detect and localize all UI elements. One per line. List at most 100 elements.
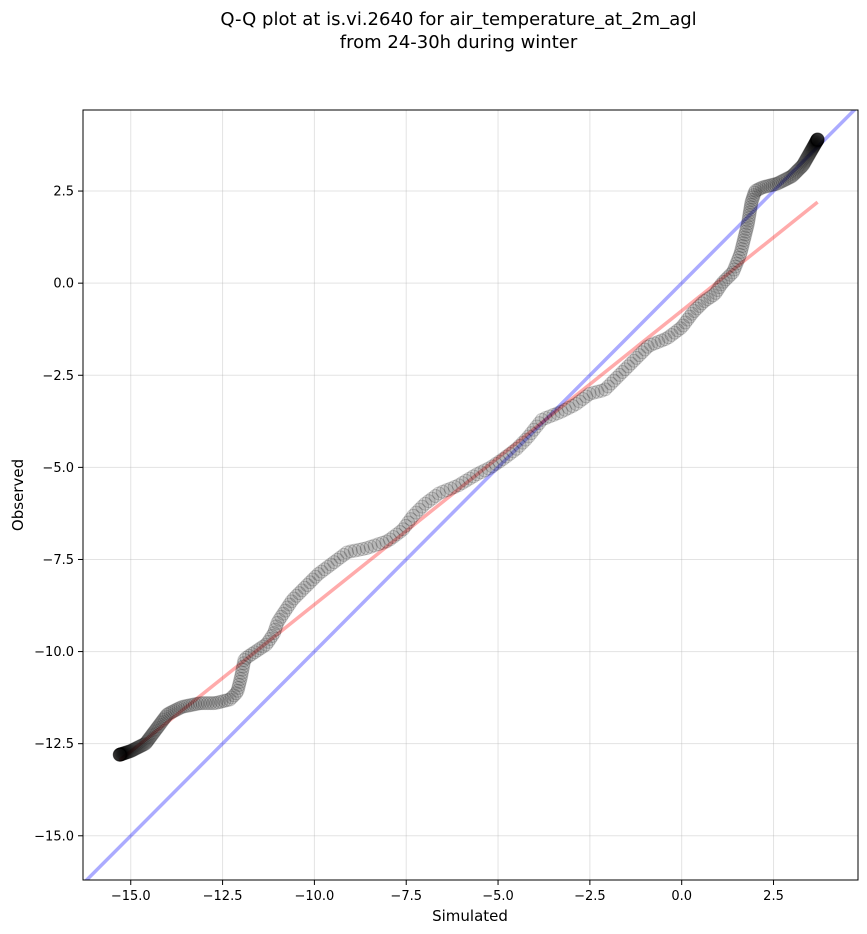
qq-point — [700, 292, 715, 307]
qq-point — [409, 505, 424, 520]
qq-point — [692, 298, 707, 313]
x-tick-label: −10.0 — [294, 889, 334, 904]
qq-point — [799, 152, 814, 167]
qq-point — [806, 138, 821, 153]
plot-frame — [82, 109, 859, 881]
qq-point — [689, 301, 704, 316]
x-tick-label: 0.0 — [671, 889, 692, 904]
qq-point — [129, 741, 144, 756]
qq-point — [810, 133, 825, 148]
qq-point — [572, 394, 587, 409]
qq-point — [389, 527, 404, 542]
qq-point — [757, 179, 772, 194]
qq-point — [739, 221, 754, 236]
qq-point — [763, 178, 778, 193]
qq-point — [546, 407, 561, 422]
qq-point — [132, 739, 147, 754]
qq-point — [601, 379, 616, 394]
qq-point — [131, 740, 146, 755]
y-tick-label: −10.0 — [34, 645, 74, 660]
qq-point — [810, 132, 825, 147]
qq-point — [123, 744, 138, 759]
qq-point — [125, 743, 140, 758]
qq-point — [431, 486, 446, 501]
qq-point — [786, 167, 801, 182]
qq-point — [755, 180, 770, 195]
qq-point — [643, 337, 658, 352]
qq-point — [521, 429, 536, 444]
qq-point — [723, 267, 738, 282]
qq-point — [118, 745, 133, 760]
qq-point — [799, 151, 814, 166]
qq-point — [807, 137, 822, 152]
qq-point — [278, 603, 293, 618]
qq-point — [121, 744, 136, 759]
qq-point — [765, 177, 780, 192]
qq-point — [217, 693, 232, 708]
qq-point — [126, 742, 141, 757]
qq-point — [712, 280, 727, 295]
x-tick-label: 2.5 — [763, 889, 784, 904]
qq-point — [810, 133, 825, 148]
qq-point — [289, 588, 304, 603]
qq-point — [371, 537, 386, 552]
qq-point — [234, 668, 249, 683]
qq-point — [697, 294, 712, 309]
qq-point — [124, 743, 139, 758]
reference-lines — [84, 110, 857, 880]
qq-point — [759, 179, 774, 194]
qq-point — [226, 688, 241, 703]
qq-point — [153, 716, 168, 731]
qq-point — [787, 166, 802, 181]
qq-point — [651, 334, 666, 349]
qq-point — [239, 650, 254, 665]
qq-point — [455, 476, 470, 491]
qq-point — [488, 456, 503, 471]
qq-point — [330, 552, 345, 567]
qq-point — [185, 697, 200, 712]
qq-point — [792, 161, 807, 176]
qq-point — [740, 219, 755, 234]
qq-point — [804, 143, 819, 158]
y-tick-label: −5.0 — [42, 461, 74, 476]
qq-point — [807, 137, 822, 152]
qq-point — [743, 200, 758, 215]
qq-point — [703, 290, 718, 305]
qq-point — [122, 744, 137, 759]
qq-point — [748, 183, 763, 198]
qq-point — [231, 680, 246, 695]
qq-point — [367, 538, 382, 553]
qq-point — [664, 327, 679, 342]
qq-point — [466, 469, 481, 484]
qq-point — [339, 545, 354, 560]
qq-point — [320, 559, 335, 574]
qq-point — [509, 441, 524, 456]
qq-point — [175, 699, 190, 714]
qq-point — [529, 419, 544, 434]
qq-point — [809, 134, 824, 149]
qq-point — [198, 696, 213, 711]
qq-point — [270, 615, 285, 630]
qq-point — [777, 173, 792, 188]
qq-point — [112, 747, 127, 762]
qq-point — [626, 353, 641, 368]
qq-point — [801, 148, 816, 163]
qq-point — [773, 174, 788, 189]
qq-point — [737, 230, 752, 245]
qq-point — [323, 557, 338, 572]
qq-point — [558, 402, 573, 417]
qq-point — [750, 182, 765, 197]
qq-point — [721, 270, 736, 285]
qq-point — [658, 332, 673, 347]
qq-point — [790, 163, 805, 178]
qq-point — [805, 141, 820, 156]
qq-point — [606, 373, 621, 388]
qq-point — [114, 747, 129, 762]
qq-point — [647, 336, 662, 351]
y-tick-label: −7.5 — [42, 553, 74, 568]
qq-point — [136, 737, 151, 752]
qq-point — [165, 704, 180, 719]
qq-point — [534, 412, 549, 427]
qq-point — [297, 580, 312, 595]
qq-point — [112, 747, 127, 762]
